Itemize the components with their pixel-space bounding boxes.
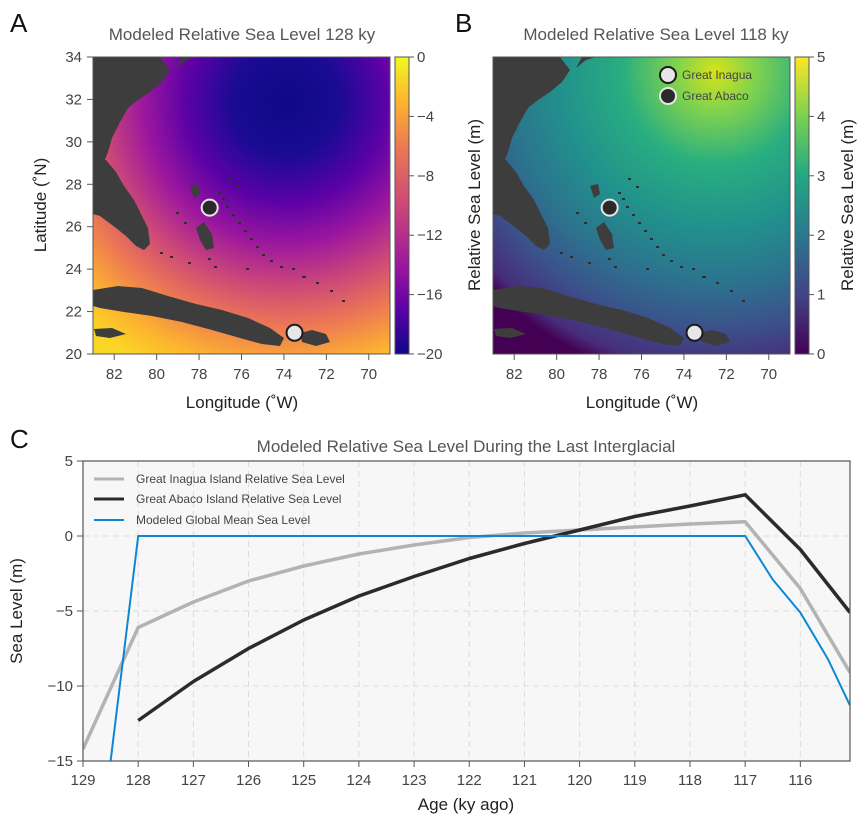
colorbar-tick-label: −16: [417, 287, 442, 304]
site-marker-great-abaco: [600, 198, 619, 217]
colorbar-ticks-a: 0 −4 −8 −12 −16 −20: [409, 49, 442, 363]
x-tick-label: 124: [346, 772, 371, 789]
x-tick-label: 123: [402, 772, 427, 789]
x-tick-label: 76: [233, 366, 250, 383]
map-legend-b: Great Inagua Great Abaco: [659, 66, 752, 105]
colorbar-tick-label: 5: [817, 49, 825, 66]
legend-label-gmsl: Modeled Global Mean Sea Level: [136, 513, 310, 527]
x-tick-label: 119: [623, 772, 647, 789]
y-tick-label: 34: [65, 49, 82, 66]
series-lines: [83, 493, 850, 761]
legend-label-abaco: Great Abaco Island Relative Sea Level: [136, 492, 341, 506]
legend-marker-great-abaco: [659, 87, 677, 105]
x-tick-label: 82: [106, 366, 123, 383]
x-ticks-b: 82 80 78 76 74 72 70: [506, 354, 777, 383]
x-tick-label: 74: [676, 366, 693, 383]
y-axis-label-a: Latitude (˚N): [31, 158, 50, 252]
x-tick-label: 82: [506, 366, 523, 383]
x-tick-label: 74: [276, 366, 293, 383]
site-marker-great-inagua: [285, 323, 304, 342]
x-tick-label: 76: [633, 366, 650, 383]
series-line-global-mean: [109, 535, 850, 761]
colorbar-tick-label: 3: [817, 168, 825, 185]
panel-b: B Modeled Relative Sea Level 118 ky 82 80…: [455, 8, 857, 412]
y-tick-label: 26: [65, 219, 82, 236]
legend-marker-great-inagua: [659, 66, 677, 84]
panel-letter-a: A: [10, 8, 28, 38]
colorbar-tick-label: 4: [817, 108, 825, 125]
colorbar-tick-label: −8: [417, 168, 434, 185]
x-tick-label: 116: [788, 772, 812, 789]
colorbar-label-b: Relative Sea Level (m): [838, 119, 857, 291]
colorbar-tick-label: 0: [817, 346, 825, 363]
y-tick-label: 20: [65, 346, 82, 363]
y-tick-label: 22: [65, 304, 82, 321]
x-tick-label: 72: [318, 366, 335, 383]
x-tick-label: 70: [360, 366, 377, 383]
x-tick-label: 117: [733, 772, 757, 789]
colorbar-ticks-b: 5 4 3 2 1 0: [809, 49, 825, 363]
x-tick-label: 118: [678, 772, 702, 789]
y-tick-label: 24: [65, 261, 82, 278]
y-tick-label: 32: [65, 91, 82, 108]
y-tick-label: −15: [48, 753, 73, 770]
colorbar-a: [394, 56, 410, 355]
y-tick-label: 0: [65, 528, 73, 545]
x-tick-label: 80: [148, 366, 165, 383]
y-tick-label: 28: [65, 176, 82, 193]
series-line-great-abaco: [137, 493, 850, 722]
x-tick-label: 120: [567, 772, 592, 789]
x-tick-label: 78: [191, 366, 208, 383]
legend-label-inagua: Great Inagua Island Relative Sea Level: [136, 472, 345, 486]
colorbar-tick-label: 0: [417, 49, 425, 66]
y-axis-label: Sea Level (m): [7, 558, 26, 664]
x-tick-label: 78: [591, 366, 608, 383]
sites-b: [600, 198, 704, 342]
x-ticks: 129 128 127 126 125 124 123 122 121 120 119 118 117 1…: [70, 761, 812, 789]
chart-title: Modeled Relative Sea Level During the La…: [257, 437, 676, 456]
x-tick-label: 70: [760, 366, 777, 383]
x-axis-label: Age (ky ago): [418, 795, 514, 814]
x-ticks-a: 82 80 78 76 74 72 70: [106, 354, 377, 383]
x-tick-label: 80: [548, 366, 565, 383]
panel-a: A Modeled Relative Sea Level 128 ky 82 80…: [10, 8, 442, 412]
y-ticks: 5 0 −5 −10 −15: [48, 453, 83, 770]
x-tick-label: 126: [236, 772, 261, 789]
panel-a-title: Modeled Relative Sea Level 128 ky: [109, 25, 376, 44]
y-tick-label: −5: [56, 603, 73, 620]
chart-legend: Great Inagua Island Relative Sea Level G…: [94, 472, 345, 527]
panel-letter-c: C: [10, 424, 29, 454]
colorbar-tick-label: −4: [417, 108, 434, 125]
colorbar-b: [794, 56, 810, 355]
y-tick-label: −10: [48, 678, 73, 695]
y-tick-label: 30: [65, 134, 82, 151]
colorbar-tick-label: 1: [817, 287, 825, 304]
x-tick-label: 122: [457, 772, 482, 789]
panel-c: C Modeled Relative Sea Level During the …: [7, 424, 851, 814]
colorbar-tick-label: −12: [417, 227, 442, 244]
x-axis-label-a: Longitude (˚W): [186, 393, 298, 412]
x-tick-label: 127: [181, 772, 206, 789]
colorbar-tick-label: 2: [817, 227, 825, 244]
series-line-great-inagua: [83, 520, 850, 750]
legend-label-great-inagua: Great Inagua: [682, 68, 752, 82]
x-tick-label: 72: [718, 366, 735, 383]
x-tick-label: 125: [291, 772, 316, 789]
colorbar-tick-label: −20: [417, 346, 442, 363]
legend-label-great-abaco: Great Abaco: [682, 89, 749, 103]
y-ticks-a: 34 32 30 28 26 24 22 20: [65, 49, 93, 363]
x-tick-label: 121: [512, 772, 537, 789]
x-tick-label: 129: [70, 772, 95, 789]
y-axis-label-b: Relative Sea Level (m): [465, 119, 484, 291]
site-marker-great-inagua: [685, 323, 704, 342]
panel-letter-b: B: [455, 8, 472, 38]
panel-b-title: Modeled Relative Sea Level 118 ky: [523, 25, 789, 44]
x-axis-label-b: Longitude (˚W): [586, 393, 698, 412]
y-tick-label: 5: [65, 453, 73, 470]
sites-a: [200, 198, 304, 342]
site-marker-great-abaco: [200, 198, 219, 217]
x-tick-label: 128: [126, 772, 151, 789]
